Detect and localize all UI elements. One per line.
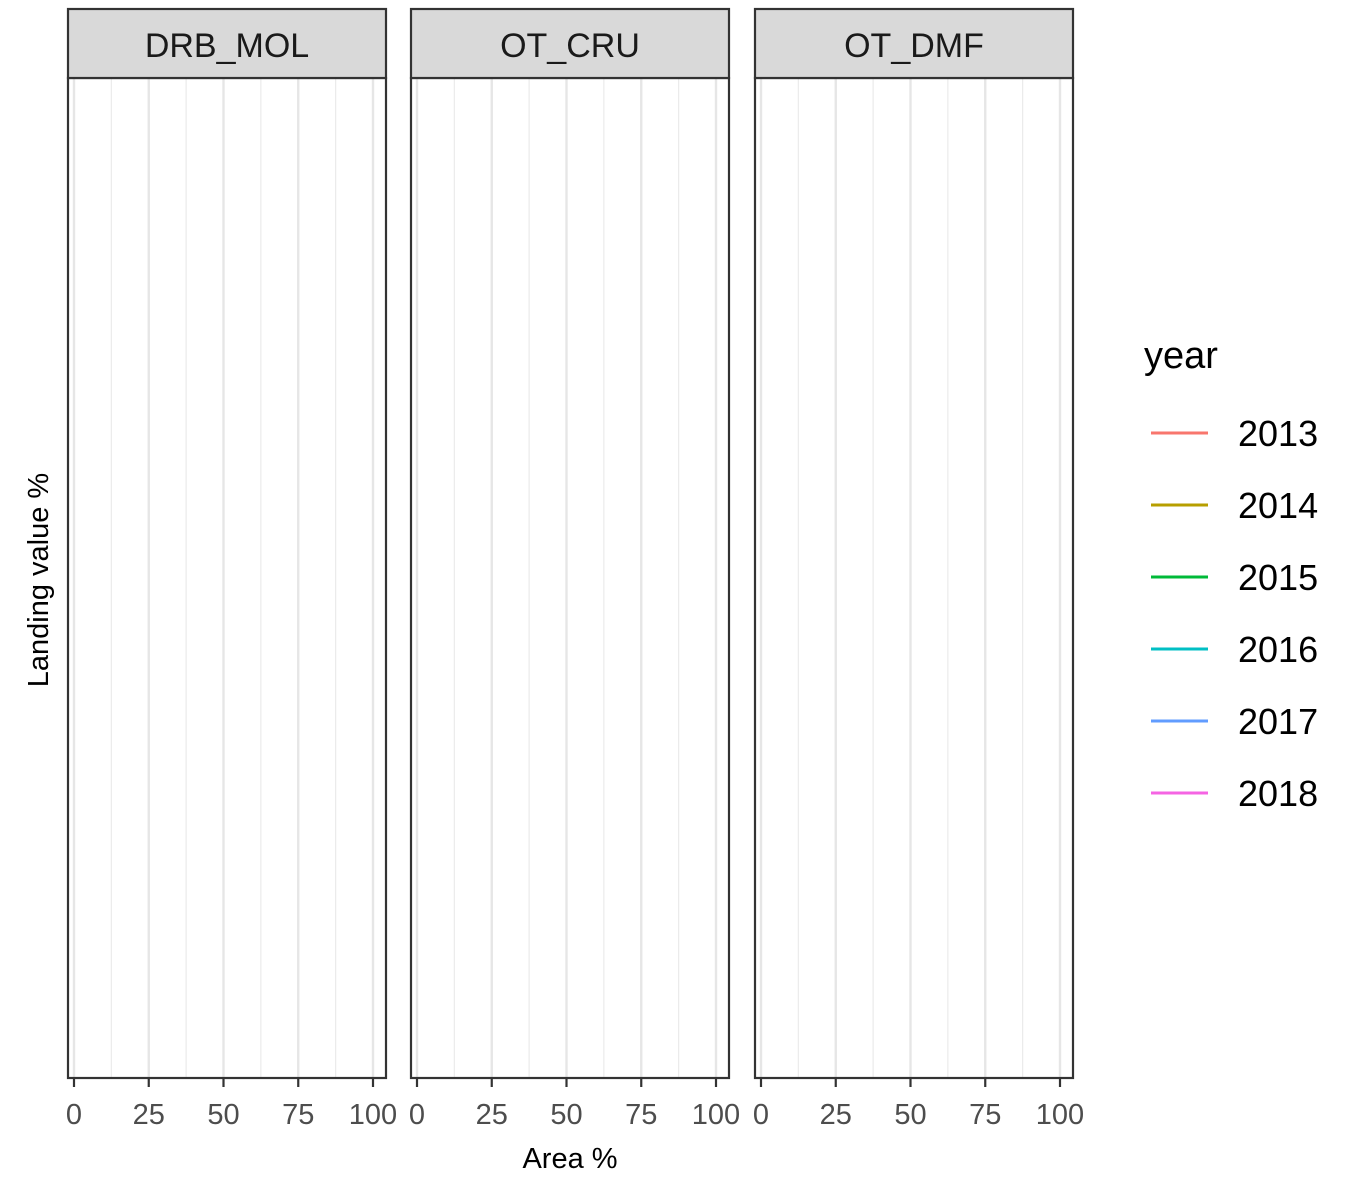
facet-strip: [409, 7, 731, 80]
legend-label: 2013: [1238, 413, 1318, 454]
x-axis-title: Area %: [522, 1143, 617, 1175]
facet-strip: [66, 7, 388, 80]
x-tick-label: 100: [1036, 1099, 1084, 1131]
legend-item-2016: 2016: [1151, 629, 1318, 670]
x-tick-label: 0: [753, 1099, 769, 1131]
legend-label: 2018: [1238, 773, 1318, 814]
x-tick-label: 25: [133, 1099, 165, 1131]
x-tick-label: 75: [282, 1099, 314, 1131]
x-tick-label: 0: [409, 1099, 425, 1131]
legend-label: 2014: [1238, 485, 1318, 526]
legend-item-2017: 2017: [1151, 701, 1318, 742]
legend-label: 2017: [1238, 701, 1318, 742]
facet-panels: DRB_MOL 0 25 50 75 100 OT_CRU 0 25 50 75 100 OT_DMF 0…: [66, 7, 1084, 1131]
panel-background: [68, 78, 386, 1078]
x-tick-label: 75: [625, 1099, 657, 1131]
legend-keys: 2013 2014 2015 2016 2017 2018: [1151, 413, 1318, 814]
legend-label: 2016: [1238, 629, 1318, 670]
legend: year 2013 2014 2015 2016 2017 2018: [1144, 335, 1318, 814]
facet-drb-mol: DRB_MOL 0 25 50 75 100: [66, 7, 397, 1131]
x-tick-label: 100: [349, 1099, 397, 1131]
y-axis-title: Landing value %: [23, 473, 55, 687]
panel-background: [755, 78, 1073, 1078]
x-tick-label: 0: [66, 1099, 82, 1131]
facet-ot-cru: OT_CRU 0 25 50 75 100: [409, 7, 740, 1131]
x-tick-label: 25: [820, 1099, 852, 1131]
facet-strip-label: OT_CRU: [500, 27, 640, 65]
facet-strip-label: DRB_MOL: [145, 27, 309, 65]
x-tick-label: 75: [969, 1099, 1001, 1131]
x-tick-label: 25: [476, 1099, 508, 1131]
legend-label: 2015: [1238, 557, 1318, 598]
facet-ot-dmf: OT_DMF 0 25 50 75 100: [753, 7, 1084, 1131]
legend-item-2014: 2014: [1151, 485, 1318, 526]
x-tick-label: 50: [207, 1099, 239, 1131]
facet-strip-label: OT_DMF: [844, 27, 984, 65]
legend-item-2015: 2015: [1151, 557, 1318, 598]
legend-title: year: [1144, 335, 1218, 377]
facet-strip: [753, 7, 1075, 80]
x-tick-label: 100: [692, 1099, 740, 1131]
x-tick-label: 50: [894, 1099, 926, 1131]
legend-item-2013: 2013: [1151, 413, 1318, 454]
x-tick-label: 50: [550, 1099, 582, 1131]
legend-item-2018: 2018: [1151, 773, 1318, 814]
panel-background: [411, 78, 729, 1078]
